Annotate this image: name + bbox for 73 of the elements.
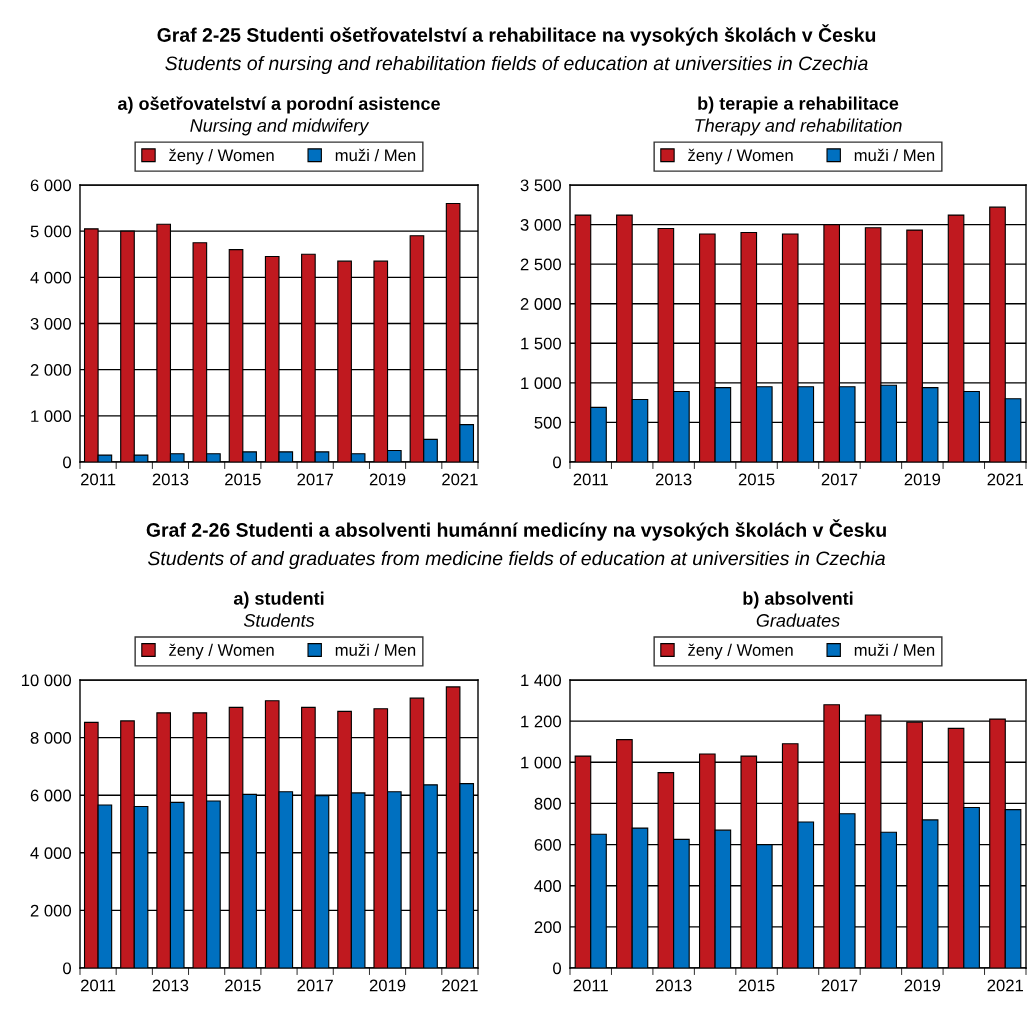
y-tick-label: 0 xyxy=(63,962,72,975)
x-tick-label: 2015 xyxy=(225,473,261,486)
y-tick-label: 3 500 xyxy=(520,179,562,192)
legend-label: ženy / Women xyxy=(688,148,793,165)
y-tick-label: 2 500 xyxy=(520,258,562,271)
chart-subtitle: Nursing and midwifery xyxy=(190,118,370,136)
text: Graf 2-25 Studenti ošetřovatelství a rehabilitace na vysokých školách v Česku xyxy=(157,24,876,46)
y-tick-label: 0 xyxy=(553,456,562,469)
x-tick-label: 2015 xyxy=(738,979,775,992)
y-tick-label: 1 000 xyxy=(521,756,562,769)
text: Graf 2-26 Studenti a absolventi humánní medicíny na vysokých školách v Česku xyxy=(146,519,886,541)
x-tick-label: 2015 xyxy=(738,473,775,486)
y-tick-label: 2 000 xyxy=(30,364,72,376)
x-tick-label: 2021 xyxy=(987,979,1023,992)
y-tick-label: 5 000 xyxy=(30,225,72,238)
y-tick-label: 1 000 xyxy=(31,410,72,423)
chart-title: a) studenti xyxy=(233,591,324,609)
y-tick-label: 1 500 xyxy=(521,337,562,350)
y-tick-label: 2 000 xyxy=(520,298,562,310)
x-tick-label: 2017 xyxy=(297,979,333,992)
x-tick-label: 2011 xyxy=(573,979,608,992)
y-tick-label: 1 000 xyxy=(521,377,562,390)
y-tick-label: 6 000 xyxy=(30,789,72,802)
x-tick-label: 2017 xyxy=(297,473,333,486)
legend-label: ženy / Women xyxy=(169,148,274,165)
x-tick-label: 2011 xyxy=(81,979,116,992)
chart-subtitle: Students xyxy=(243,613,315,627)
y-tick-label: 3 000 xyxy=(520,218,562,231)
legend-label: muži / Men xyxy=(335,148,416,162)
x-tick-label: 2013 xyxy=(655,473,692,486)
x-tick-label: 2015 xyxy=(225,979,261,992)
y-tick-label: 600 xyxy=(534,838,562,851)
legend-label: muži / Men xyxy=(335,643,416,656)
chart-subtitle: Therapy and rehabilitation xyxy=(695,118,902,136)
x-tick-label: 2011 xyxy=(81,473,116,486)
y-tick-label: 10 000 xyxy=(21,674,72,687)
y-tick-label: 3 000 xyxy=(30,317,72,330)
x-tick-label: 2019 xyxy=(904,473,941,486)
y-tick-label: 500 xyxy=(534,416,562,429)
x-tick-label: 2019 xyxy=(904,979,941,992)
y-tick-label: 2 000 xyxy=(30,904,72,917)
y-tick-label: 200 xyxy=(534,921,562,934)
x-tick-label: 2021 xyxy=(987,473,1023,486)
y-tick-label: 6 000 xyxy=(30,179,72,192)
x-tick-label: 2013 xyxy=(655,979,692,992)
legend-label: ženy / Women xyxy=(169,643,274,660)
x-tick-label: 2019 xyxy=(369,473,406,486)
y-tick-label: 8 000 xyxy=(30,732,72,744)
y-tick-label: 1 400 xyxy=(521,674,562,687)
text: Students of and graduates from medicine fields of education at universities in Czechia xyxy=(147,550,885,570)
x-tick-label: 2017 xyxy=(821,979,858,992)
legend-label: ženy / Women xyxy=(688,643,793,660)
x-tick-label: 2017 xyxy=(821,473,858,486)
text: Students of nursing and rehabilitation fields of education at universities in Czechia xyxy=(165,55,868,75)
y-tick-label: 800 xyxy=(534,797,562,810)
y-tick-label: 4 000 xyxy=(30,847,72,859)
x-tick-label: 2011 xyxy=(573,473,608,486)
x-tick-label: 2013 xyxy=(152,473,189,486)
chart-title: b) absolventi xyxy=(743,591,853,609)
legend-label: muži / Men xyxy=(854,148,935,162)
legend-label: muži / Men xyxy=(854,643,935,656)
y-tick-label: 0 xyxy=(553,962,562,975)
y-tick-label: 0 xyxy=(63,456,72,469)
x-tick-label: 2013 xyxy=(152,979,189,992)
chart-title: b) terapie a rehabilitace xyxy=(698,96,899,114)
chart-subtitle: Graduates xyxy=(756,613,840,627)
x-tick-label: 2019 xyxy=(369,979,406,992)
y-tick-label: 4 000 xyxy=(30,271,72,284)
chart-title: a) ošetřovatelství a porodní asistence xyxy=(117,96,440,114)
y-tick-label: 400 xyxy=(534,880,562,892)
x-tick-label: 2021 xyxy=(442,473,478,486)
x-tick-label: 2021 xyxy=(442,979,478,992)
y-tick-label: 1 200 xyxy=(521,715,562,728)
